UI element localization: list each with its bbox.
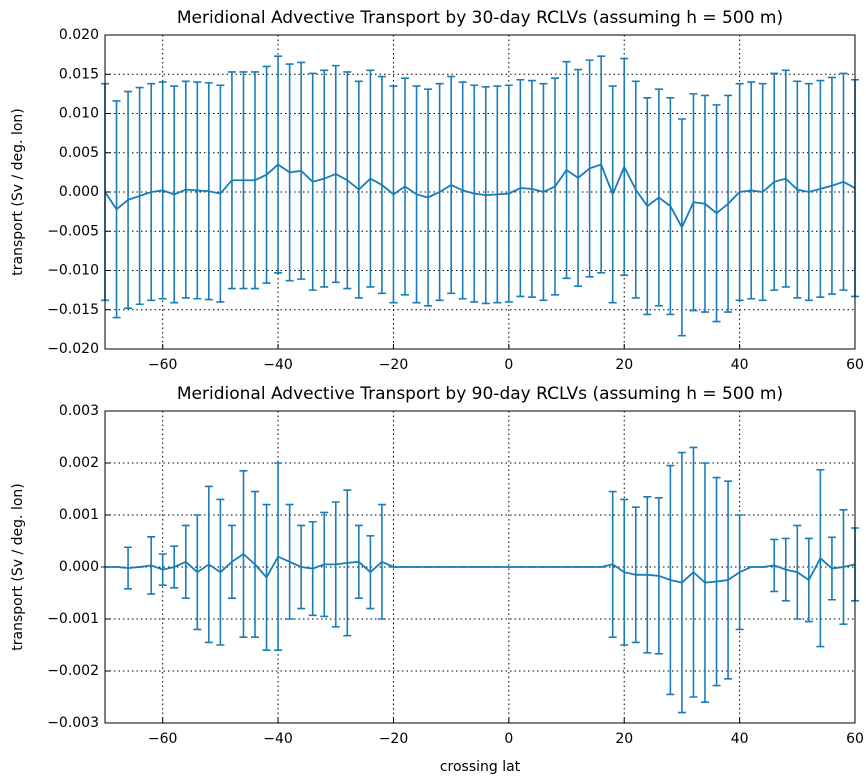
y-tick-label: −0.015 (47, 302, 99, 318)
x-tick-label: 0 (504, 357, 513, 373)
y-tick-label: −0.001 (47, 611, 99, 627)
axes-frame (104, 410, 856, 724)
x-tick-label: 20 (615, 357, 633, 373)
x-tick-label: −20 (379, 731, 409, 747)
y-axis-label: transport (Sv / deg. lon) (10, 483, 26, 650)
y-tick-label: −0.002 (47, 663, 99, 679)
y-tick-label: −0.010 (47, 263, 99, 279)
y-tick-label: 0.003 (59, 403, 99, 419)
data-line (104, 163, 856, 230)
y-tick-label: 0.005 (59, 145, 99, 161)
x-axis-label: crossing lat (440, 759, 521, 775)
x-tick-label: −60 (148, 731, 178, 747)
chart-title: Meridional Advective Transport by 30-day… (177, 8, 783, 28)
x-tick-label: 40 (731, 731, 749, 747)
y-axis-label: transport (Sv / deg. lon) (10, 108, 26, 275)
x-tick-label: −20 (379, 357, 409, 373)
axes-frame (104, 34, 856, 350)
y-tick-label: −0.003 (47, 715, 99, 731)
chart-title: Meridional Advective Transport by 90-day… (177, 384, 783, 404)
x-tick-label: 60 (846, 357, 864, 373)
x-tick-label: 60 (846, 731, 864, 747)
x-tick-label: −60 (148, 357, 178, 373)
y-tick-label: 0.002 (59, 455, 99, 471)
data-line (105, 552, 856, 584)
y-tick-label: 0.020 (59, 27, 99, 43)
y-tick-label: −0.005 (47, 223, 99, 239)
x-tick-label: 20 (615, 731, 633, 747)
x-tick-label: 40 (731, 357, 749, 373)
y-tick-label: 0.000 (59, 184, 99, 200)
y-tick-label: 0.010 (59, 106, 99, 122)
y-tick-label: 0.015 (59, 66, 99, 82)
x-tick-label: −40 (263, 731, 293, 747)
y-tick-label: 0.001 (59, 507, 99, 523)
x-tick-label: −40 (263, 357, 293, 373)
x-tick-label: 0 (504, 731, 513, 747)
y-tick-label: −0.020 (47, 341, 99, 357)
y-tick-label: 0.000 (59, 559, 99, 575)
